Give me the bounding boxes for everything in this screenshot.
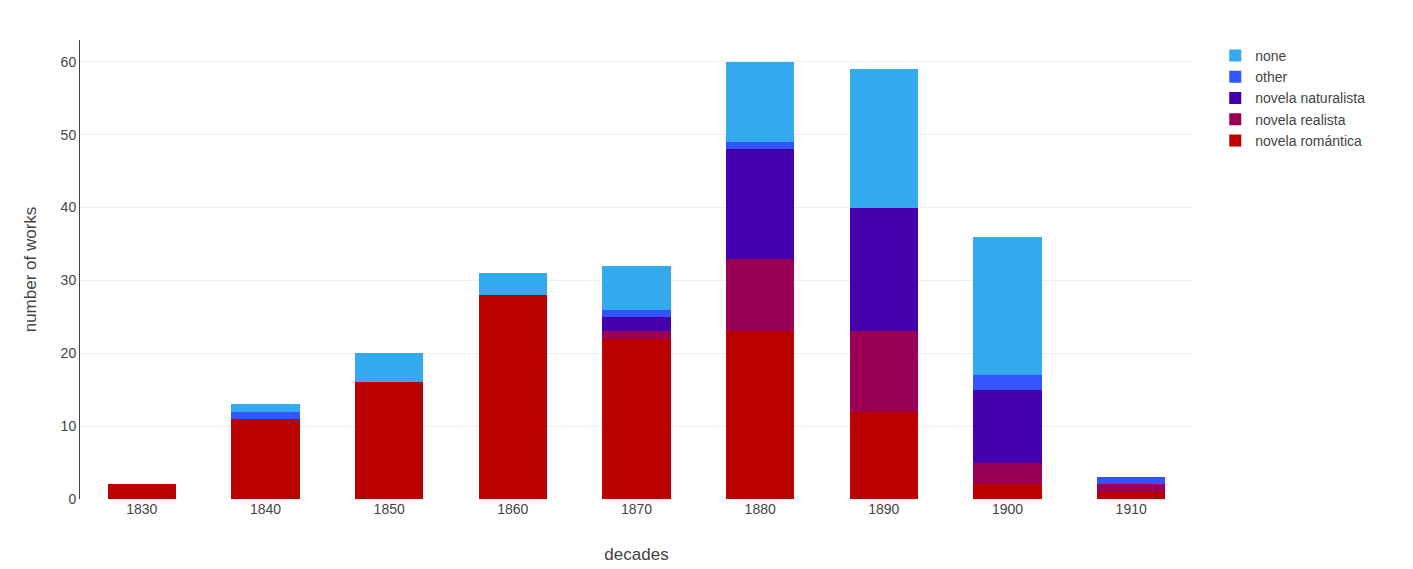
svg-text:60: 60	[61, 54, 77, 70]
svg-text:1870: 1870	[621, 501, 652, 517]
svg-text:40: 40	[61, 199, 77, 215]
svg-text:0: 0	[68, 491, 76, 507]
svg-text:none: none	[1255, 48, 1286, 64]
svg-text:50: 50	[61, 127, 77, 143]
svg-text:novela romántica: novela romántica	[1255, 133, 1362, 149]
svg-text:10: 10	[61, 418, 77, 434]
svg-text:decades: decades	[604, 545, 668, 564]
svg-text:novela naturalista: novela naturalista	[1255, 90, 1365, 106]
svg-text:30: 30	[61, 272, 77, 288]
svg-text:1840: 1840	[250, 501, 281, 517]
svg-text:other: other	[1255, 69, 1287, 85]
svg-text:1890: 1890	[868, 501, 899, 517]
svg-text:1860: 1860	[497, 501, 528, 517]
svg-text:1830: 1830	[126, 501, 157, 517]
svg-text:1880: 1880	[745, 501, 776, 517]
svg-text:novela realista: novela realista	[1255, 112, 1345, 128]
svg-text:1910: 1910	[1116, 501, 1147, 517]
svg-text:number of works: number of works	[21, 207, 40, 333]
svg-text:1850: 1850	[374, 501, 405, 517]
svg-text:20: 20	[61, 345, 77, 361]
svg-text:1900: 1900	[992, 501, 1023, 517]
